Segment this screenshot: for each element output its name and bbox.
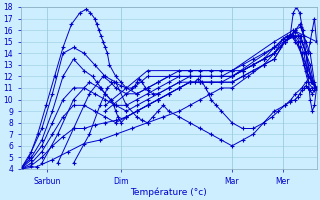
X-axis label: Température (°c): Température (°c) [130, 187, 207, 197]
